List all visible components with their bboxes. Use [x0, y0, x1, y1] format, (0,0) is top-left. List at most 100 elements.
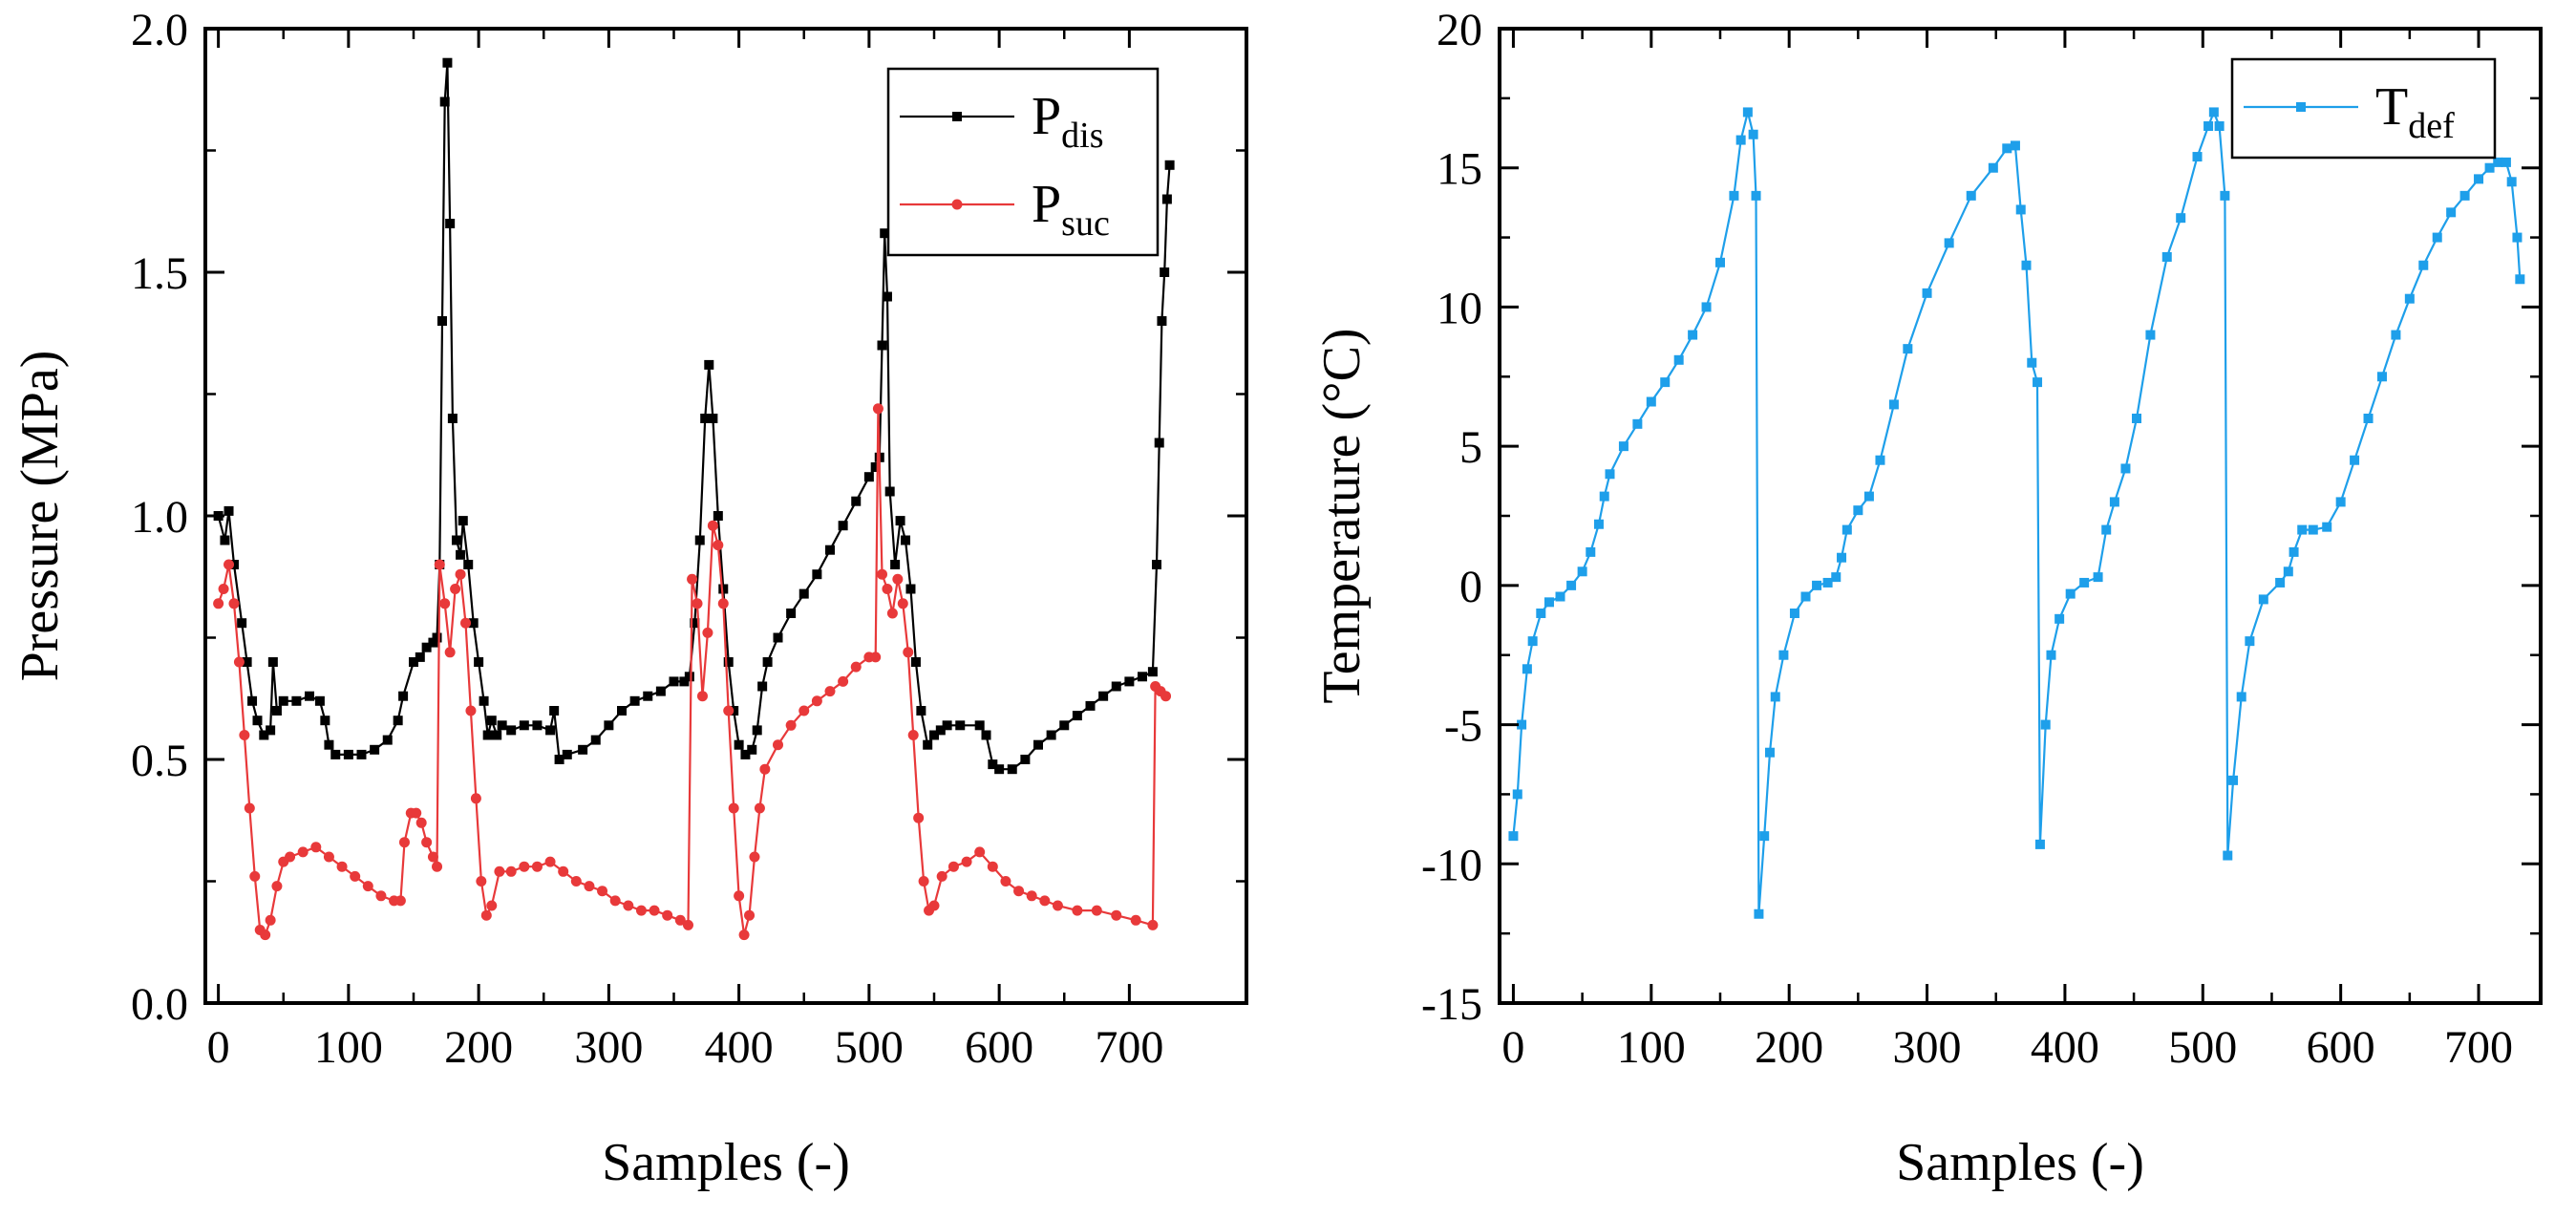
data-point: [2289, 546, 2299, 557]
data-point: [480, 909, 492, 921]
data-point: [1091, 905, 1102, 916]
data-point: [2258, 594, 2268, 605]
data-point: [450, 584, 461, 594]
data-point: [562, 749, 572, 759]
data-point: [1161, 194, 1172, 204]
data-point: [738, 930, 750, 941]
data-point: [570, 876, 582, 887]
data-point: [1778, 650, 1789, 660]
data-point: [1888, 399, 1899, 410]
data-point: [1831, 572, 1842, 583]
x-axis-title: Samples (-): [1896, 1133, 2144, 1192]
data-point: [785, 719, 797, 731]
data-point: [1147, 919, 1159, 930]
data-point: [265, 914, 276, 926]
x-axis-title: Samples (-): [602, 1133, 850, 1192]
data-point: [1759, 831, 1770, 842]
data-point: [2512, 232, 2523, 243]
data-point: [994, 764, 1005, 775]
data-point: [1714, 257, 1725, 267]
data-point: [895, 516, 905, 526]
data-point: [252, 716, 263, 726]
data-point: [1007, 764, 1017, 775]
data-point: [1000, 876, 1011, 887]
data-point: [1800, 591, 1811, 602]
data-point: [1593, 519, 1604, 529]
data-point: [609, 895, 621, 907]
x-tick-label: 200: [1755, 1022, 1823, 1073]
data-point: [519, 720, 529, 731]
data-point: [1046, 730, 1056, 740]
data-point: [2021, 260, 2032, 270]
data-point: [674, 914, 686, 926]
data-point: [2214, 121, 2225, 131]
data-point: [1673, 354, 1684, 365]
data-point: [2501, 157, 2511, 167]
data-point: [249, 870, 261, 882]
data-point: [988, 759, 998, 770]
data-point: [798, 588, 809, 599]
data-point: [2046, 650, 2056, 660]
data-point: [708, 414, 718, 423]
data-point: [1599, 491, 1609, 502]
data-point: [476, 876, 487, 887]
data-point: [393, 716, 403, 726]
data-point: [1822, 577, 1833, 588]
data-point: [259, 730, 269, 740]
data-point: [877, 340, 887, 351]
data-point: [260, 930, 271, 941]
data-point: [356, 749, 367, 759]
data-point: [2432, 232, 2442, 243]
data-point: [314, 695, 325, 706]
data-point: [1151, 560, 1161, 569]
data-point: [271, 881, 283, 892]
data-point: [1632, 418, 1643, 429]
data-point: [432, 861, 443, 872]
data-point: [2459, 190, 2470, 201]
data-point: [330, 749, 341, 759]
data-point: [702, 627, 713, 638]
data-point: [786, 609, 797, 618]
data-point: [434, 559, 445, 570]
data-point: [394, 895, 406, 907]
data-point: [291, 695, 302, 706]
data-point: [747, 744, 757, 755]
data-point: [877, 568, 887, 580]
data-point: [445, 219, 456, 228]
y-tick-label: 20: [1437, 5, 1482, 55]
data-point: [482, 730, 493, 740]
data-point: [690, 618, 700, 629]
data-point: [882, 584, 893, 594]
data-point: [2418, 260, 2429, 270]
data-point: [474, 657, 484, 667]
data-point: [884, 486, 895, 497]
data-point: [409, 657, 418, 667]
data-point: [669, 676, 679, 687]
x-tick-label: 500: [2168, 1022, 2237, 1073]
data-point: [1842, 524, 1852, 535]
data-point: [754, 802, 765, 814]
data-point: [1646, 396, 1656, 407]
data-point: [1751, 190, 1761, 201]
data-point: [863, 472, 874, 482]
data-point: [850, 661, 862, 673]
data-point: [350, 870, 361, 882]
data-point: [752, 725, 762, 736]
x-tick-label: 400: [2031, 1022, 2099, 1073]
data-point: [2176, 213, 2186, 224]
data-point: [812, 569, 822, 580]
data-point: [1618, 441, 1629, 452]
data-point: [432, 632, 442, 643]
data-point: [1522, 664, 1532, 674]
data-point: [1688, 330, 1698, 340]
data-point: [398, 691, 409, 701]
data-point: [1013, 886, 1025, 897]
data-point: [2010, 140, 2020, 151]
data-point: [707, 520, 718, 531]
data-point: [2506, 177, 2517, 187]
data-point: [744, 909, 756, 921]
series-markers-suc: [213, 403, 1172, 941]
data-point: [233, 656, 245, 668]
data-point: [455, 568, 466, 580]
